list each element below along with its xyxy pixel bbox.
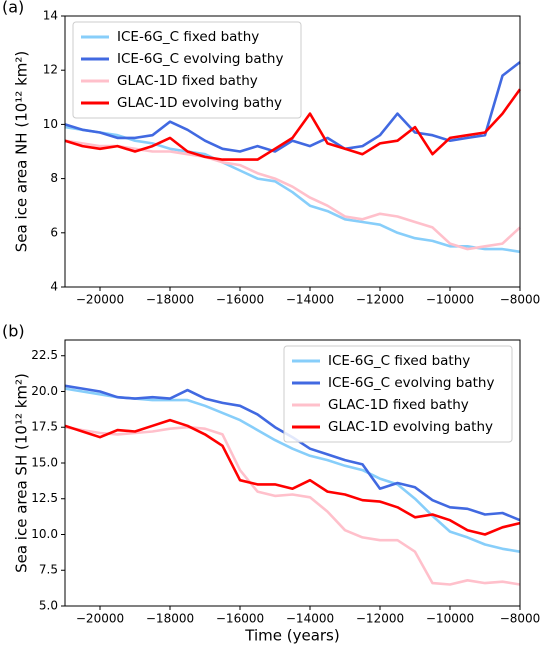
legend-label: ICE-6G_C fixed bathy bbox=[328, 353, 470, 369]
y-tick-label: 6 bbox=[50, 225, 58, 239]
x-tick-label: −16000 bbox=[216, 293, 264, 307]
y-tick-label: 8 bbox=[50, 171, 58, 185]
legend-label: ICE-6G_C evolving bathy bbox=[117, 51, 283, 67]
plot-frame bbox=[64, 15, 521, 288]
x-tick-label: −10000 bbox=[426, 293, 474, 307]
panel-label: (a) bbox=[2, 0, 24, 17]
series-line bbox=[64, 88, 522, 161]
x-tick-label: −20000 bbox=[76, 293, 124, 307]
x-tick-label: −8000 bbox=[500, 293, 541, 307]
x-tick-label: −8000 bbox=[500, 612, 541, 626]
y-tick-label: 12 bbox=[43, 63, 58, 77]
y-tick-label: 10 bbox=[43, 117, 58, 131]
x-tick-label: −20000 bbox=[76, 612, 124, 626]
y-tick-label: 15.0 bbox=[31, 455, 58, 469]
y-tick-label: 10.0 bbox=[31, 527, 58, 541]
panel-label: (b) bbox=[2, 322, 25, 341]
legend-label: GLAC-1D fixed bathy bbox=[117, 73, 258, 89]
series-line bbox=[64, 61, 521, 153]
y-tick-label: 14 bbox=[43, 9, 58, 23]
x-tick-label: −18000 bbox=[146, 612, 194, 626]
y-axis-label: Sea ice area NH (10¹² km²) bbox=[13, 51, 31, 253]
y-tick-label: 17.5 bbox=[31, 420, 58, 434]
series-line bbox=[64, 425, 521, 586]
legend-label: GLAC-1D evolving bathy bbox=[117, 95, 282, 111]
x-tick-label: −12000 bbox=[356, 293, 404, 307]
x-tick-label: −12000 bbox=[356, 612, 404, 626]
legend-label: GLAC-1D fixed bathy bbox=[328, 397, 469, 413]
x-tick-label: −14000 bbox=[286, 612, 334, 626]
y-tick-label: 5.0 bbox=[39, 599, 58, 613]
x-tick-label: −16000 bbox=[216, 612, 264, 626]
y-tick-label: 7.5 bbox=[39, 563, 58, 577]
y-tick-label: 22.5 bbox=[31, 348, 58, 362]
y-tick-label: 20.0 bbox=[31, 384, 58, 398]
legend-box bbox=[283, 345, 513, 443]
series-line bbox=[64, 125, 521, 254]
legend-label: GLAC-1D evolving bathy bbox=[328, 419, 493, 435]
y-tick-label: 12.5 bbox=[31, 491, 58, 505]
plot-frame bbox=[64, 339, 521, 607]
legend-box bbox=[72, 21, 302, 119]
x-axis-label: Time (years) bbox=[244, 627, 339, 645]
x-tick-label: −14000 bbox=[286, 293, 334, 307]
series-line bbox=[64, 418, 521, 536]
x-tick-label: −18000 bbox=[146, 293, 194, 307]
legend-label: ICE-6G_C evolving bathy bbox=[328, 375, 494, 391]
y-axis-label: Sea ice area SH (10¹² km²) bbox=[13, 373, 31, 573]
legend-label: ICE-6G_C fixed bathy bbox=[117, 29, 259, 45]
x-tick-label: −10000 bbox=[426, 612, 474, 626]
y-tick-label: 4 bbox=[50, 280, 58, 294]
series-line bbox=[64, 139, 521, 251]
